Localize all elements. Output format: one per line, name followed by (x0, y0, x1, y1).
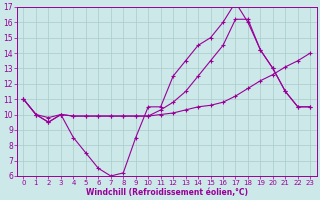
X-axis label: Windchill (Refroidissement éolien,°C): Windchill (Refroidissement éolien,°C) (86, 188, 248, 197)
